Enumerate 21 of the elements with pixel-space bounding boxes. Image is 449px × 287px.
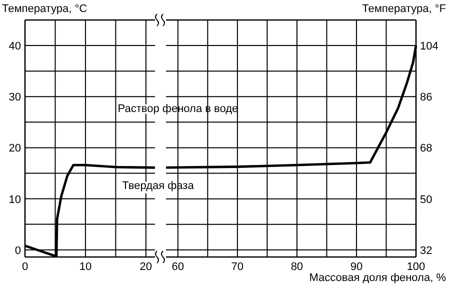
x-axis-title: Массовая доля фенола, % (309, 272, 446, 284)
x-tick-label: 90 (350, 261, 363, 273)
x-tick-label: 60 (172, 261, 184, 273)
y2-tick-label: 68 (420, 142, 432, 155)
x-tick-label: 70 (231, 261, 244, 273)
y2-tick-label: 32 (420, 244, 432, 257)
y-axis-title: Температура, °C (2, 3, 88, 15)
y-tick-label: 0 (14, 244, 21, 257)
x-tick-label: 0 (22, 261, 28, 273)
y-tick-label: 40 (8, 40, 21, 53)
y2-tick-label: 86 (420, 92, 432, 104)
x-tick-label: 80 (290, 261, 304, 273)
y2-axis-title: Температура, °F (362, 3, 446, 15)
y-tick-label: 30 (8, 92, 21, 104)
y2-tick-label: 104 (420, 40, 438, 53)
y2-tick-label: 50 (420, 194, 432, 206)
x-tick-label: 10 (79, 261, 92, 273)
x-tick-label: 100 (406, 261, 426, 273)
y-tick-label: 20 (8, 142, 21, 155)
y-tick-label: 10 (8, 194, 21, 206)
x-tick-label: 20 (140, 261, 152, 273)
